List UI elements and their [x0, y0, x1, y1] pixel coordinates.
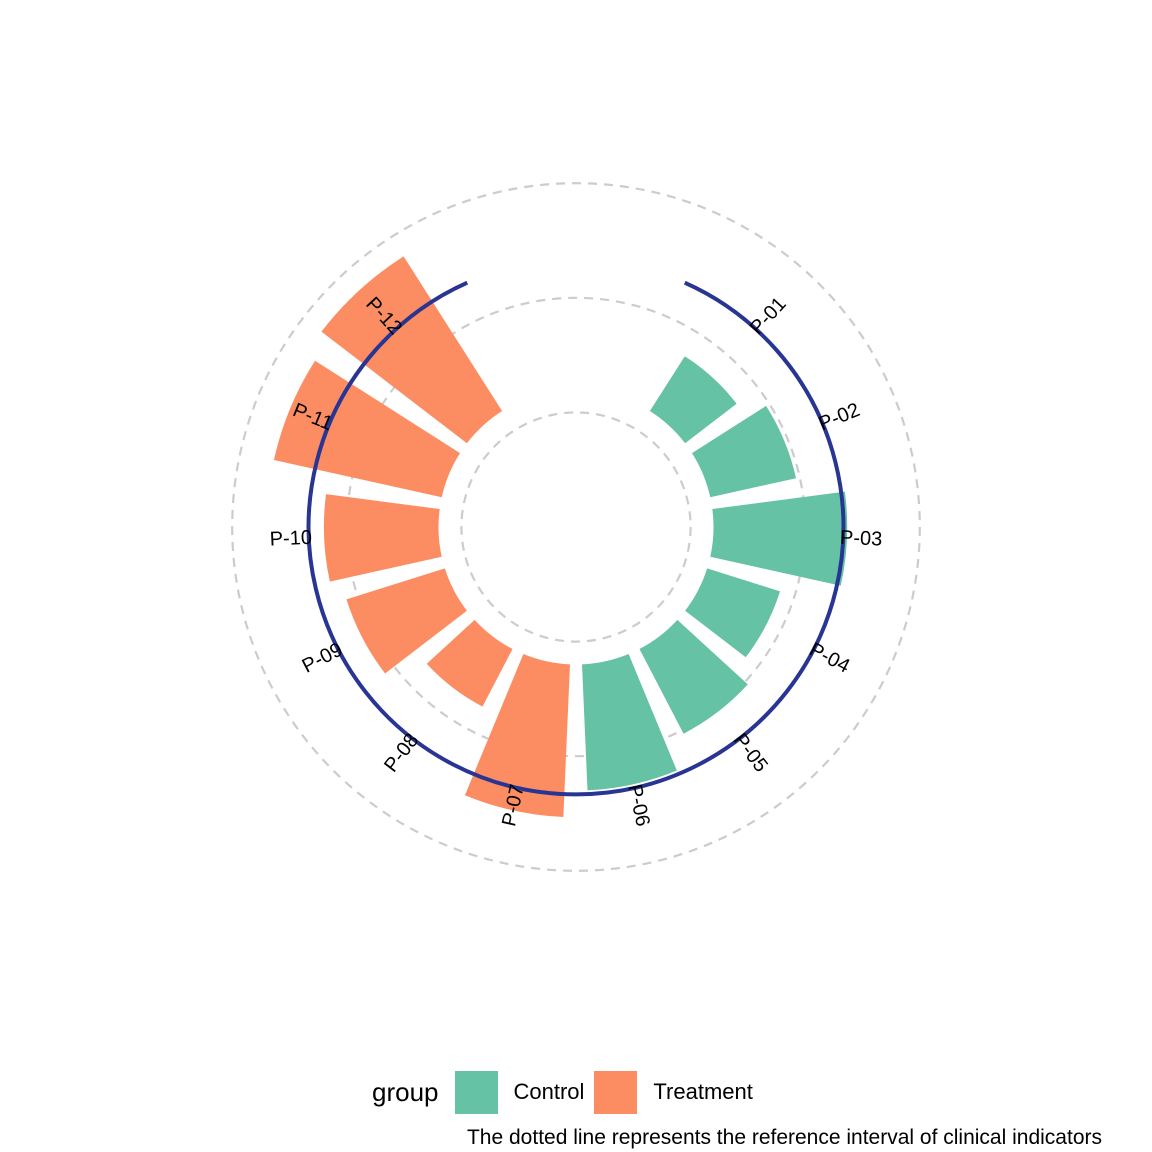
bar-p-02 — [691, 405, 797, 498]
legend-title: group — [372, 1076, 439, 1107]
legend-item-treatment: Treatment — [594, 1070, 753, 1114]
bar-p-04 — [685, 568, 781, 658]
tick-label-p-01: P-01 — [746, 293, 791, 339]
bar-p-10 — [323, 494, 442, 582]
legend-swatch-control — [454, 1070, 498, 1114]
bar-p-12 — [321, 256, 503, 444]
tick-label-p-08: P-08 — [380, 730, 423, 777]
tick-label-p-06: P-06 — [623, 782, 654, 828]
bar-layer — [273, 256, 848, 818]
legend: group Control Treatment — [372, 1070, 763, 1114]
legend-swatch-treatment — [594, 1070, 638, 1114]
gridline-9 — [231, 182, 921, 872]
bar-p-11 — [273, 360, 461, 498]
bar-p-01 — [649, 356, 737, 444]
reference-layer — [306, 280, 846, 797]
gridline-3 — [460, 411, 692, 643]
bar-p-08 — [426, 619, 513, 707]
tick-label-p-10: P-10 — [269, 527, 312, 551]
label-layer: P-01P-02P-03P-04P-05P-06P-07P-08P-09P-10… — [269, 293, 882, 828]
legend-label-treatment: Treatment — [653, 1079, 753, 1104]
bar-p-09 — [346, 568, 467, 674]
bar-p-05 — [639, 619, 748, 734]
legend-item-control: Control — [454, 1070, 585, 1114]
caption: The dotted line represents the reference… — [466, 1126, 1102, 1149]
tick-label-p-02: P-02 — [816, 399, 863, 435]
bar-p-07 — [464, 654, 571, 818]
reference-line — [306, 280, 846, 797]
bar-p-06 — [581, 654, 677, 791]
legend-label-control: Control — [513, 1079, 585, 1104]
tick-label-p-04: P-04 — [806, 639, 854, 678]
tick-label-p-09: P-09 — [299, 639, 347, 678]
tick-label-p-03: P-03 — [840, 527, 883, 551]
bar-p-03 — [710, 491, 848, 586]
tick-label-p-05: P-05 — [729, 730, 772, 777]
